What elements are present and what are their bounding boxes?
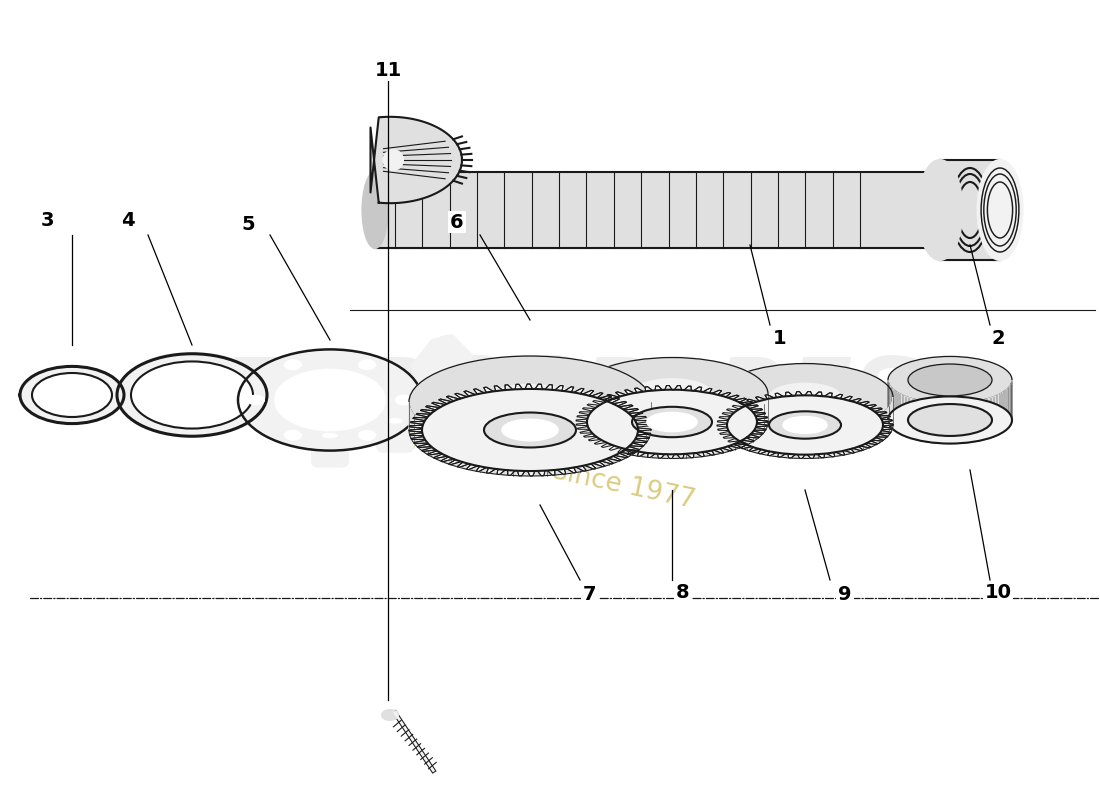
Text: 8: 8 <box>676 582 690 602</box>
Polygon shape <box>375 172 940 248</box>
Polygon shape <box>717 397 893 458</box>
Ellipse shape <box>908 364 992 396</box>
Ellipse shape <box>647 413 697 431</box>
FancyBboxPatch shape <box>377 410 414 452</box>
Polygon shape <box>888 380 1012 443</box>
Polygon shape <box>409 402 651 476</box>
Ellipse shape <box>422 389 638 471</box>
Ellipse shape <box>769 411 842 438</box>
Text: 6: 6 <box>450 213 464 231</box>
Ellipse shape <box>359 360 375 369</box>
Ellipse shape <box>396 396 412 404</box>
Ellipse shape <box>888 357 1012 403</box>
Text: 7: 7 <box>583 586 596 605</box>
Text: a passion for parts since 1977: a passion for parts since 1977 <box>302 406 697 514</box>
Ellipse shape <box>727 395 883 454</box>
Ellipse shape <box>117 354 267 436</box>
Ellipse shape <box>388 419 403 422</box>
Polygon shape <box>409 384 651 476</box>
Ellipse shape <box>359 431 375 440</box>
Ellipse shape <box>908 404 992 436</box>
Polygon shape <box>371 117 462 203</box>
Polygon shape <box>412 335 472 400</box>
Polygon shape <box>576 386 768 458</box>
Ellipse shape <box>131 362 253 429</box>
Ellipse shape <box>275 370 385 430</box>
Circle shape <box>384 150 403 170</box>
Ellipse shape <box>632 406 712 437</box>
Ellipse shape <box>285 431 301 440</box>
Ellipse shape <box>927 172 953 248</box>
Text: EUROSPARES: EUROSPARES <box>219 354 921 446</box>
Ellipse shape <box>323 434 337 438</box>
Ellipse shape <box>769 383 842 410</box>
Ellipse shape <box>238 350 422 450</box>
Text: 1: 1 <box>773 329 786 347</box>
Ellipse shape <box>783 417 827 434</box>
Text: 11: 11 <box>374 61 401 79</box>
Polygon shape <box>632 394 712 437</box>
Ellipse shape <box>20 366 124 424</box>
Text: 2: 2 <box>991 329 1004 347</box>
Text: 5: 5 <box>241 215 255 234</box>
FancyBboxPatch shape <box>312 425 348 466</box>
Ellipse shape <box>409 356 651 448</box>
Ellipse shape <box>484 385 576 419</box>
Text: 10: 10 <box>984 582 1012 602</box>
Ellipse shape <box>382 710 398 720</box>
Ellipse shape <box>632 379 712 409</box>
Ellipse shape <box>587 390 757 454</box>
Ellipse shape <box>285 360 301 369</box>
Ellipse shape <box>248 396 264 404</box>
Text: 9: 9 <box>838 586 851 605</box>
Ellipse shape <box>888 397 1012 443</box>
Ellipse shape <box>484 413 576 447</box>
Text: 3: 3 <box>41 210 54 230</box>
Polygon shape <box>484 402 576 447</box>
Ellipse shape <box>917 160 962 260</box>
Ellipse shape <box>363 172 387 248</box>
Ellipse shape <box>717 363 893 430</box>
Ellipse shape <box>978 160 1023 260</box>
Polygon shape <box>769 397 842 438</box>
Polygon shape <box>717 391 893 458</box>
Text: 4: 4 <box>121 210 135 230</box>
Polygon shape <box>576 394 768 458</box>
Ellipse shape <box>438 336 456 348</box>
Ellipse shape <box>32 373 112 417</box>
Ellipse shape <box>502 419 558 441</box>
Ellipse shape <box>576 358 768 430</box>
